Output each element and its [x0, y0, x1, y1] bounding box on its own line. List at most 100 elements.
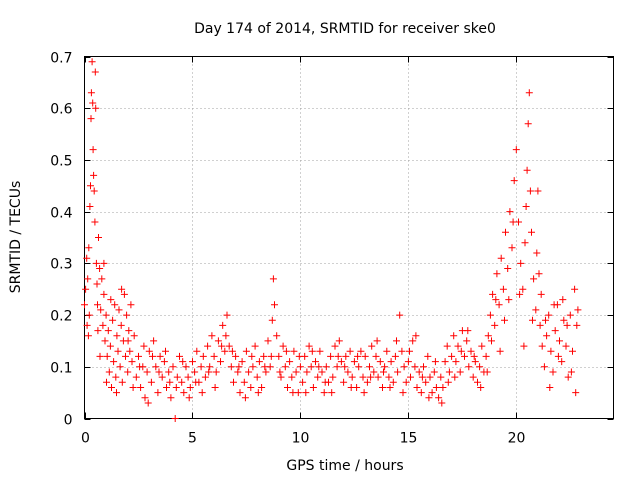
- data-points: [81, 58, 582, 422]
- chart-title: Day 174 of 2014, SRMTID for receiver ske…: [194, 21, 496, 37]
- data-point: [90, 171, 98, 179]
- data-point: [482, 352, 490, 360]
- data-point: [452, 358, 460, 366]
- data-point: [260, 352, 268, 360]
- data-point: [357, 347, 365, 355]
- data-point: [205, 368, 213, 376]
- data-point: [116, 363, 124, 371]
- data-point: [81, 301, 88, 309]
- data-point: [182, 363, 190, 371]
- data-point: [105, 368, 113, 376]
- data-point: [422, 378, 430, 386]
- data-point: [176, 352, 183, 360]
- data-point: [559, 296, 567, 304]
- data-point: [101, 337, 109, 345]
- y-tick-label: 0.3: [50, 257, 72, 273]
- data-point: [253, 373, 261, 381]
- data-point: [536, 321, 544, 329]
- data-point: [502, 228, 509, 236]
- data-point: [523, 166, 531, 174]
- data-point: [218, 342, 226, 350]
- data-point: [120, 290, 128, 298]
- data-point: [234, 368, 242, 376]
- data-point: [230, 378, 237, 386]
- data-point: [456, 368, 464, 376]
- data-point: [156, 352, 164, 360]
- data-point: [98, 275, 106, 283]
- data-point: [95, 234, 102, 241]
- data-point: [206, 363, 214, 371]
- data-point: [329, 373, 337, 381]
- data-point: [321, 378, 329, 386]
- data-point: [516, 290, 524, 298]
- data-point: [198, 389, 206, 397]
- data-point: [432, 384, 440, 391]
- data-point: [113, 389, 120, 397]
- data-point: [488, 337, 495, 345]
- data-point: [393, 337, 400, 345]
- data-point: [251, 342, 259, 350]
- data-point: [127, 301, 135, 309]
- data-point: [184, 373, 192, 381]
- data-point: [107, 296, 115, 304]
- data-point: [554, 352, 562, 360]
- data-point: [420, 363, 427, 371]
- data-point: [118, 285, 126, 293]
- data-point: [318, 368, 326, 376]
- data-point: [320, 389, 328, 397]
- data-point: [535, 270, 543, 278]
- data-point: [354, 352, 362, 360]
- y-tick-label: 0: [64, 413, 73, 429]
- data-point: [228, 347, 236, 355]
- y-tick-label: 0.1: [50, 361, 72, 377]
- data-point: [284, 384, 291, 391]
- data-point: [493, 270, 501, 278]
- data-point: [211, 384, 219, 391]
- data-point: [335, 337, 343, 345]
- data-point: [173, 373, 181, 381]
- x-tick-label: 10: [292, 431, 310, 447]
- data-point: [474, 378, 481, 386]
- data-point: [204, 342, 212, 350]
- data-point: [275, 352, 283, 360]
- data-point: [91, 218, 99, 226]
- data-point: [573, 321, 581, 329]
- data-point: [236, 389, 244, 397]
- data-point: [150, 337, 158, 345]
- data-point: [192, 378, 200, 386]
- data-point: [123, 311, 131, 319]
- data-point: [299, 378, 307, 386]
- data-point: [519, 285, 527, 293]
- data-point: [227, 363, 235, 371]
- data-point: [451, 373, 459, 381]
- data-point: [185, 394, 193, 402]
- data-point: [413, 384, 421, 391]
- data-point: [492, 296, 500, 304]
- data-point: [428, 389, 436, 397]
- data-point: [193, 347, 201, 355]
- data-point: [106, 342, 114, 350]
- data-point: [373, 337, 381, 345]
- data-point: [450, 332, 458, 340]
- data-point: [463, 337, 471, 345]
- data-point: [381, 363, 389, 371]
- data-point: [529, 316, 536, 324]
- data-point: [376, 358, 384, 366]
- data-point: [366, 363, 373, 371]
- data-point: [92, 104, 100, 112]
- data-point: [477, 384, 485, 391]
- data-point: [571, 285, 579, 293]
- data-point: [115, 306, 123, 314]
- data-point: [340, 378, 348, 386]
- data-point: [532, 306, 540, 314]
- data-point: [374, 373, 382, 381]
- data-point: [567, 368, 575, 376]
- data-point: [149, 352, 156, 360]
- data-point: [217, 358, 224, 366]
- data-point: [404, 358, 412, 366]
- data-point: [344, 368, 352, 376]
- data-point: [130, 332, 138, 340]
- data-point: [85, 311, 93, 319]
- data-point: [370, 368, 378, 376]
